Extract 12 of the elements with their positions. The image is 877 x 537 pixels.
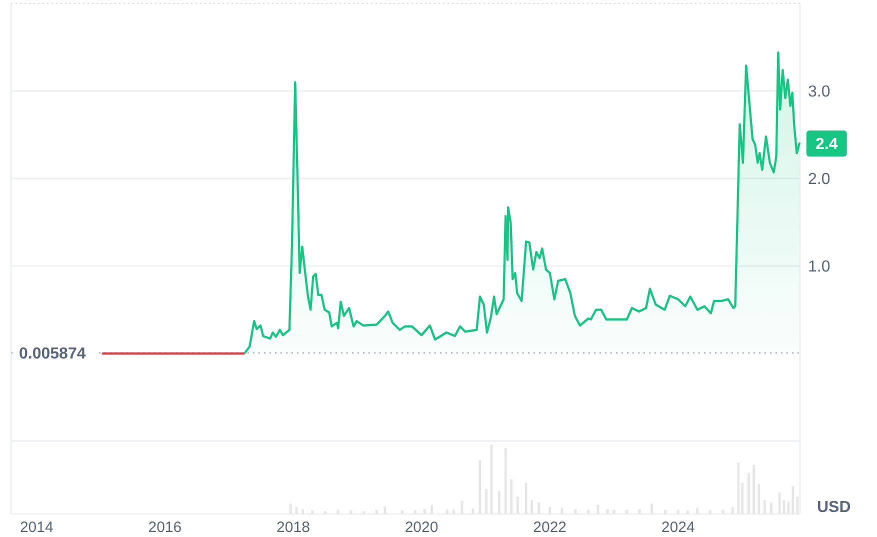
annotation: 2.4 <box>815 136 838 154</box>
x-tick-label: 2018 <box>276 519 310 536</box>
x-tick-label: 2014 <box>20 519 54 536</box>
y-tick-label: 2.0 <box>808 171 830 188</box>
x-tick-label: 2024 <box>661 519 695 536</box>
ref-line-label: 0.005874 <box>19 346 86 363</box>
x-tick-label: 2022 <box>533 519 567 536</box>
y-axis-title: USD <box>817 499 851 516</box>
y-tick-label: 1.0 <box>808 258 830 276</box>
y-tick-label: 3.0 <box>808 84 830 101</box>
x-tick-label: 2020 <box>404 519 438 536</box>
x-tick-label: 2016 <box>148 519 182 536</box>
